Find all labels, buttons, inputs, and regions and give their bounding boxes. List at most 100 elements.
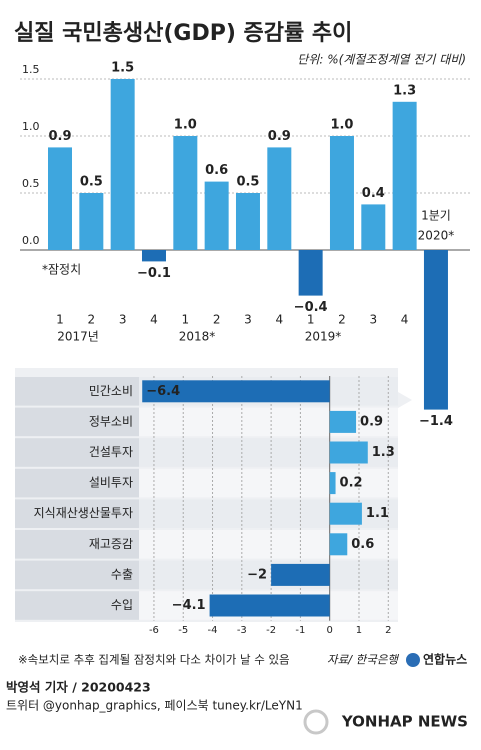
bar xyxy=(298,250,323,296)
x-tick-label: -3 xyxy=(237,625,247,636)
bar xyxy=(329,502,362,525)
value-label: 1.3 xyxy=(372,445,395,460)
row-label-bg xyxy=(15,377,139,406)
value-label: 0.9 xyxy=(48,129,71,144)
category-label: 지식재산생산물투자 xyxy=(34,506,133,520)
value-label: 1.3 xyxy=(393,83,416,98)
value-label: 1.1 xyxy=(366,506,389,521)
panel-pointer xyxy=(398,392,412,408)
category-label: 민간소비 xyxy=(89,384,133,398)
x-tick-label: -1 xyxy=(295,625,305,636)
x-tick-label: 1 xyxy=(356,625,362,636)
bar xyxy=(267,147,292,250)
x-tick-label: -4 xyxy=(208,625,218,636)
chart-subtitle: 단위: %(계절조정계열 전기 대비) xyxy=(297,53,466,67)
x-tick-label: 3 xyxy=(244,313,252,327)
y-tick-label: 1.5 xyxy=(22,63,40,76)
logo: 연합뉴스 xyxy=(423,652,467,667)
row-label-bg xyxy=(15,468,139,498)
social: 트위터 @yonhap_graphics, 페이스북 tuney.kr/LeYN… xyxy=(6,699,303,713)
row-label-bg xyxy=(15,591,139,620)
category-label: 재고증감 xyxy=(89,537,133,551)
value-label: −4.1 xyxy=(172,598,206,613)
year-label: 2020* xyxy=(418,229,455,243)
year-label: 2018* xyxy=(179,330,216,344)
year-label: 2019* xyxy=(305,330,342,344)
bar xyxy=(48,147,72,250)
x-tick-label: 2 xyxy=(385,625,391,636)
x-tick-label: 4 xyxy=(150,313,158,327)
bar xyxy=(79,193,104,250)
value-label: 0.6 xyxy=(205,163,228,178)
bar xyxy=(110,79,135,250)
bar xyxy=(329,533,348,556)
row-bg xyxy=(139,468,398,498)
chart-title: 실질 국민총생산(GDP) 증감률 추이 xyxy=(14,21,352,46)
x-tick-label: 3 xyxy=(119,313,127,327)
value-label: 0.5 xyxy=(80,175,103,190)
bar xyxy=(423,250,448,410)
watermark: YONHAP NEWS xyxy=(341,713,468,731)
bar xyxy=(329,441,368,464)
y-tick-label: 0.0 xyxy=(22,234,40,247)
value-label: 0.4 xyxy=(362,186,385,201)
source: 자료/ 한국은행 xyxy=(327,653,399,667)
category-label: 수출 xyxy=(111,567,133,581)
row-bg xyxy=(139,560,398,590)
bar xyxy=(329,136,354,250)
value-label: −2 xyxy=(247,567,267,582)
bar xyxy=(173,136,198,250)
byline: 박영석 기자 / 20200423 xyxy=(6,680,151,695)
category-label: 건설투자 xyxy=(89,445,133,459)
bar xyxy=(204,181,229,250)
gdp-chart: 실질 국민총생산(GDP) 증감률 추이 단위: %(계절조정계열 전기 대비)… xyxy=(14,21,470,429)
value-label: 1.0 xyxy=(330,118,353,133)
value-label: 0.5 xyxy=(236,175,259,190)
value-label: 0.6 xyxy=(351,537,374,552)
row-bg xyxy=(139,530,398,559)
value-label: −0.1 xyxy=(137,266,171,281)
category-label: 수입 xyxy=(111,598,133,612)
x-tick-label: 1 xyxy=(307,313,315,327)
x-tick-label: 1 xyxy=(181,313,189,327)
x-tick-label: 4 xyxy=(401,313,409,327)
y-tick-label: 0.5 xyxy=(22,177,40,190)
annotation: *잠정치 xyxy=(42,263,81,277)
x-tick-label: 1 xyxy=(56,313,64,327)
bar xyxy=(361,204,386,250)
y-tick-label: 1.0 xyxy=(22,120,40,133)
row-label-bg xyxy=(15,530,139,559)
x-tick-label: 2 xyxy=(88,313,96,327)
category-label: 설비투자 xyxy=(89,476,133,490)
x-tick-label: 3 xyxy=(369,313,377,327)
x-tick-label: 0 xyxy=(327,625,333,636)
bar xyxy=(329,472,336,495)
row-label-bg xyxy=(15,407,139,437)
value-label: 1.5 xyxy=(111,61,134,76)
x-tick-label: -6 xyxy=(149,625,159,636)
logo-mark xyxy=(406,653,420,667)
footer: ※속보치로 추후 집계될 잠정치와 다소 차이가 날 수 있음 자료/ 한국은행… xyxy=(6,652,468,735)
footnote: ※속보치로 추후 집계될 잠정치와 다소 차이가 날 수 있음 xyxy=(18,653,290,667)
x-tick-label: -5 xyxy=(178,625,188,636)
x-tick-label: 2 xyxy=(213,313,221,327)
value-label: −0.4 xyxy=(294,300,328,315)
bar xyxy=(209,594,330,617)
category-label: 정부소비 xyxy=(89,414,133,428)
x-tick-label: 2 xyxy=(338,313,346,327)
x-tick-label: 4 xyxy=(275,313,283,327)
value-label: −6.4 xyxy=(146,384,180,399)
row-label-bg xyxy=(15,499,139,528)
x-tick-label: 1분기 xyxy=(421,209,451,223)
x-tick-label: -2 xyxy=(266,625,276,636)
bar xyxy=(392,101,417,250)
components-chart: -6 -5 -4 -3 -2 -1 0 1 2 민간소비 −6.4 정부소비 0.9 건설투자 1.3 설비투… xyxy=(15,368,412,636)
value-label: −1.4 xyxy=(419,414,453,429)
bar xyxy=(141,250,166,262)
bar xyxy=(329,410,357,433)
bar xyxy=(142,380,330,403)
bar xyxy=(271,563,330,586)
value-label: 0.9 xyxy=(360,414,383,429)
value-label: 0.2 xyxy=(340,476,363,491)
